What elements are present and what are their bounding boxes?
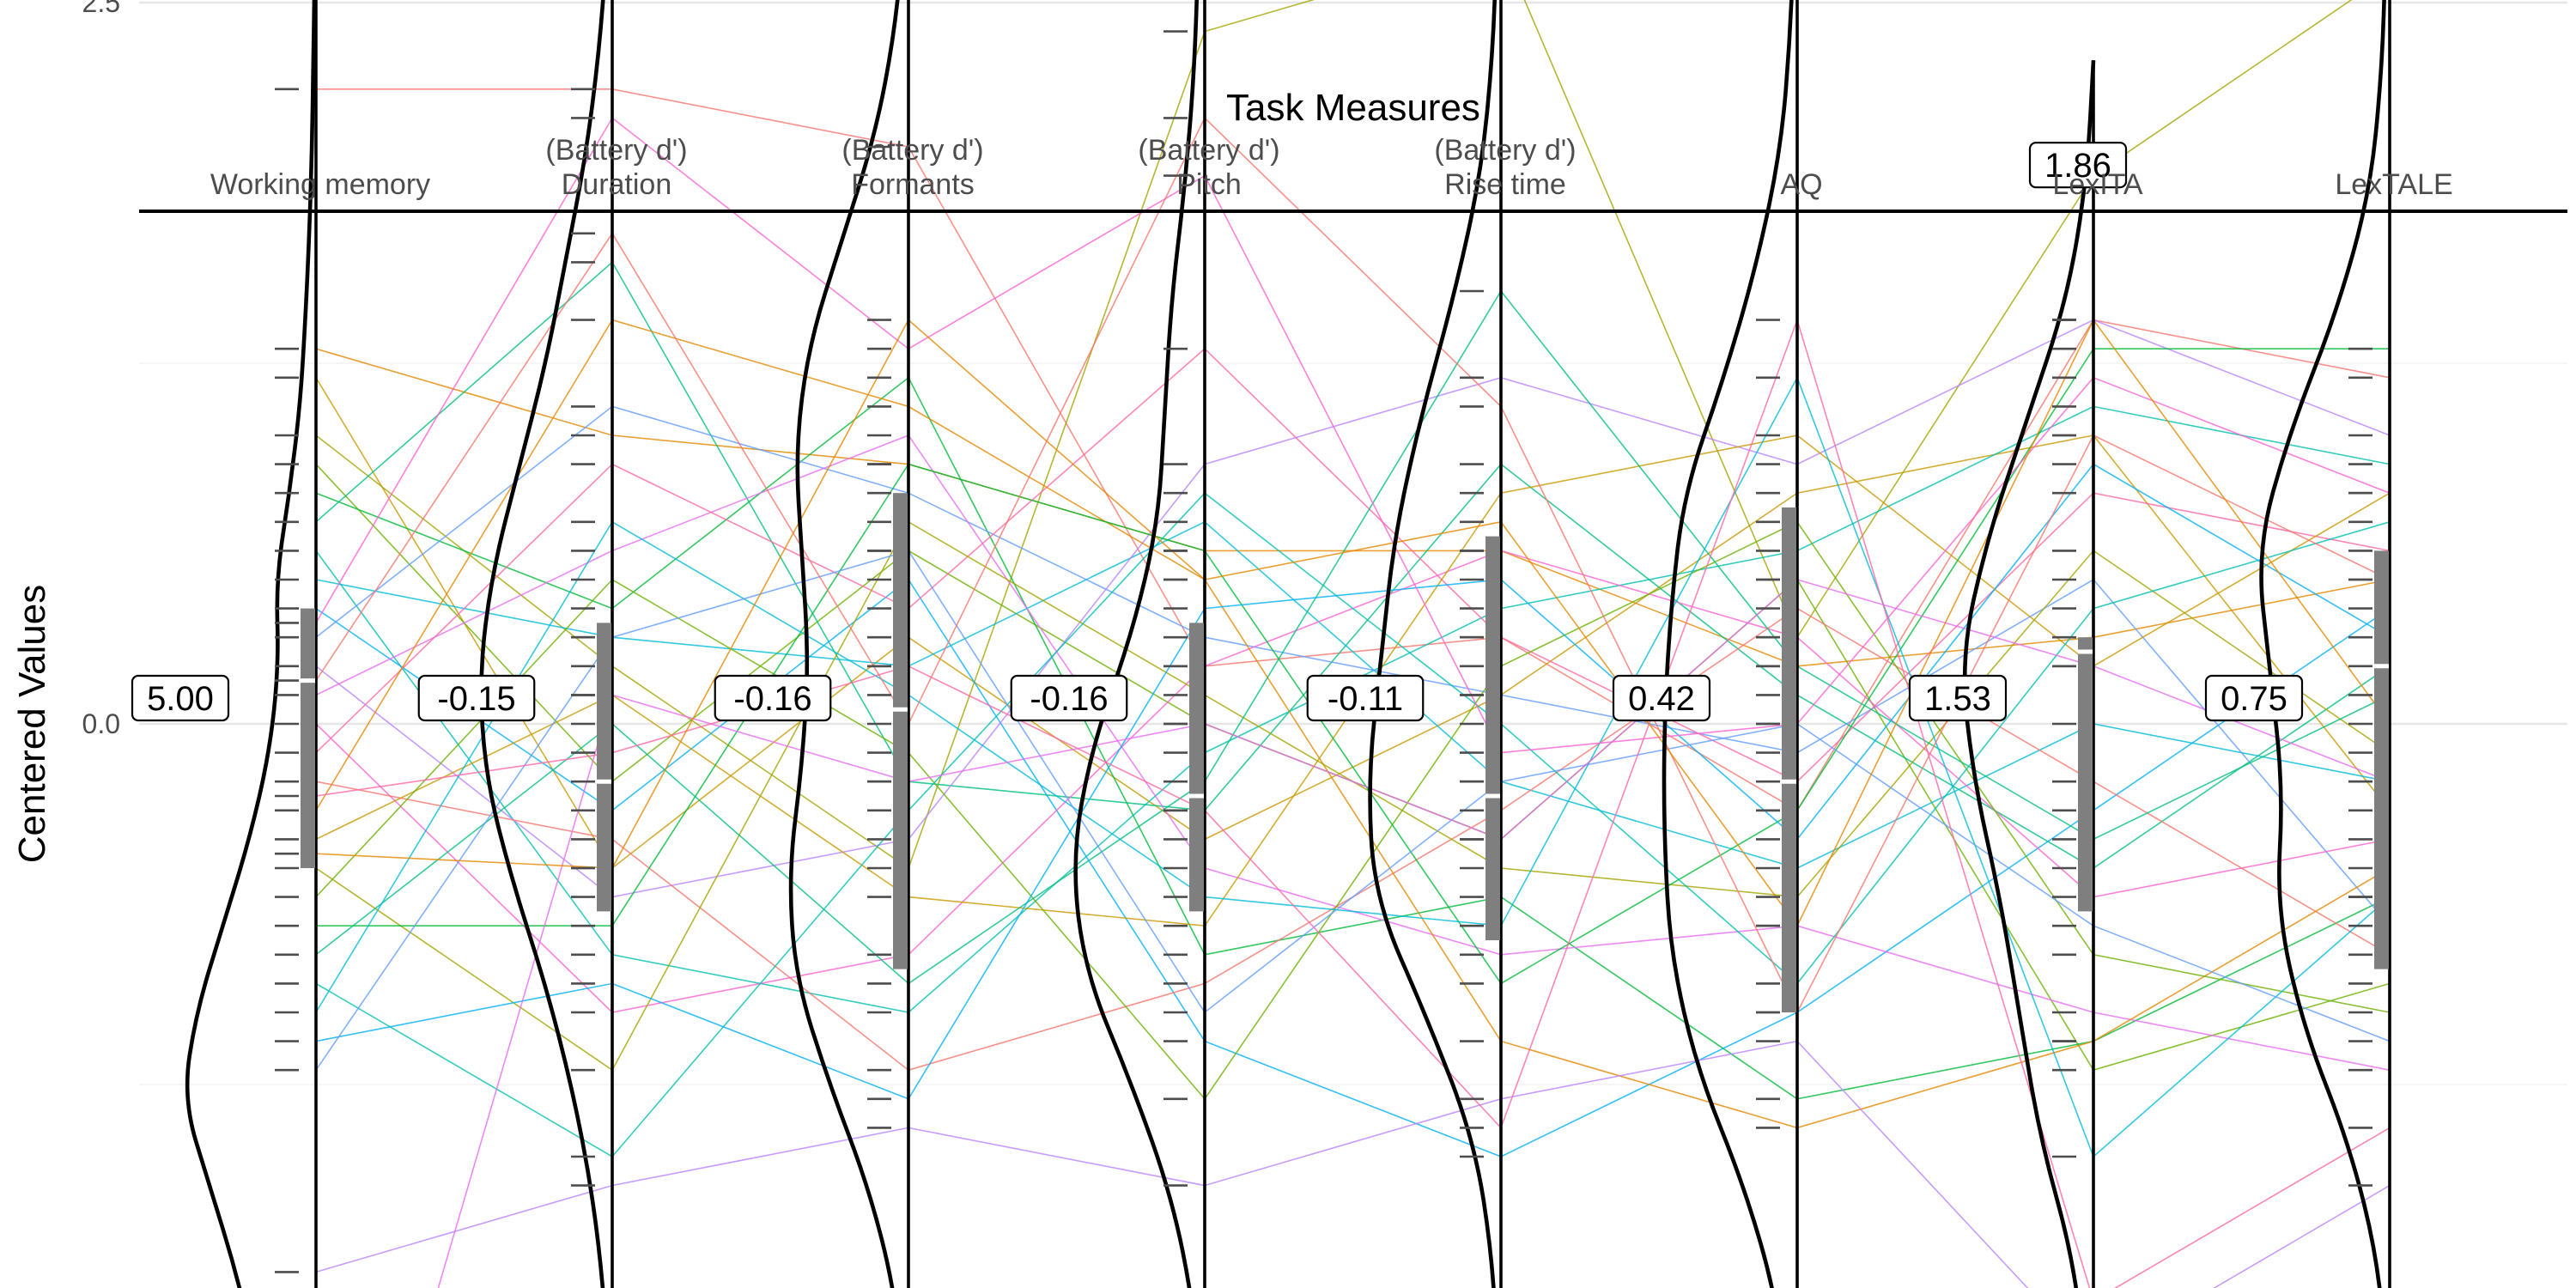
measure-axis-group: [185, 0, 318, 1288]
y-tick-label: 0.0: [82, 708, 120, 739]
iqr-box: [1782, 507, 1796, 1012]
mid-value-label-text: -0.16: [1030, 680, 1108, 718]
axis-category-label: AQ: [1780, 168, 1822, 201]
measure-axis-group: [1073, 0, 1206, 1288]
axis-category-label: LexITA: [2052, 168, 2143, 201]
density-curve: [479, 0, 605, 1288]
participant-line: [315, 520, 2391, 869]
participant-line: [316, 348, 2390, 985]
participant-line: [315, 117, 2391, 754]
mid-value-label-box: [1306, 674, 1425, 722]
chart-title: Task Measures: [1226, 87, 1480, 129]
mid-value-label: -0.11: [1306, 674, 1425, 722]
mid-value-label-box: [417, 674, 536, 722]
top-value-label: 1.86: [2028, 142, 2128, 189]
participant-line: [315, 492, 2391, 1158]
gridlines: [139, 1, 2567, 1288]
density-curve: [185, 0, 317, 1288]
participant-line: [315, 289, 2391, 985]
participant-line: [315, 117, 2391, 1014]
mid-value-label: 5.00: [131, 674, 230, 722]
mid-value-label-text: 1.53: [1924, 680, 1991, 718]
mid-value-label-text: 0.75: [2221, 680, 2287, 718]
mid-value-label: 0.75: [2204, 674, 2304, 722]
axis-subtitle: (Battery d'): [841, 134, 983, 167]
mid-value-label-box: [1908, 674, 2008, 722]
top-value-label-text: 1.86: [2044, 147, 2111, 185]
y-tick-label: 2.5: [82, 0, 120, 18]
iqr-box: [893, 493, 908, 969]
density-curve: [1962, 60, 2096, 1288]
mid-value-label: 1.53: [1908, 674, 2008, 722]
mid-value-label: -0.16: [714, 674, 832, 722]
density-curve: [788, 0, 900, 1288]
participant-line: [315, 348, 2391, 783]
axis-category-label: Formants: [851, 168, 975, 201]
iqr-box: [301, 608, 315, 868]
measure-axis-group: [1368, 0, 1503, 1288]
participant-line: [315, 520, 2391, 1101]
participant-line: [315, 0, 2353, 870]
axis-subtitle: (Battery d'): [1138, 134, 1279, 167]
measure-axis-group: [479, 0, 614, 1288]
participant-line: [315, 376, 2391, 1100]
axis-category-label: LexTALE: [2335, 168, 2452, 201]
participant-line: [315, 319, 2391, 1129]
axis-category-label: Duration: [562, 168, 672, 201]
participant-line: [315, 375, 2391, 1158]
participant-line: [315, 319, 2391, 927]
iqr-box: [597, 623, 611, 912]
mid-value-label-text: -0.15: [437, 680, 515, 718]
mid-value-label-box: [1612, 674, 1711, 722]
mid-value-label-box: [1010, 674, 1128, 722]
participant-line: [437, 579, 2391, 1288]
mid-value-label-box: [2204, 674, 2304, 722]
mid-value-label: 0.42: [1612, 674, 1711, 722]
participant-line: [315, 463, 2391, 1100]
participant-line: [315, 261, 2391, 869]
mid-value-label-text: 0.42: [1628, 680, 1695, 718]
participant-line: [315, 319, 2391, 898]
density-curve: [1073, 0, 1200, 1288]
participant-line: [315, 578, 2391, 1157]
top-value-label-box: [2028, 142, 2128, 189]
participant-line: [315, 318, 2391, 1288]
density-curve: [1368, 0, 1498, 1288]
axis-category-label: Working memory: [210, 168, 430, 201]
chart-text: Task Measures Centered Values 2.50.0-2.5…: [11, 0, 2567, 864]
mid-value-label: -0.15: [417, 674, 536, 722]
participant-line: [315, 1040, 2391, 1288]
measure-axes: [185, 0, 2391, 1288]
iqr-box: [1189, 623, 1204, 912]
mid-value-label-text: -0.11: [1327, 680, 1403, 718]
mid-value-label-box: [131, 674, 230, 722]
density-curve: [2259, 0, 2386, 1288]
axis-category-label: Rise time: [1444, 168, 1566, 201]
mid-value-label: -0.16: [1010, 674, 1128, 722]
mid-value-label-text: 5.00: [147, 680, 214, 718]
density-curve: [1662, 0, 1794, 1288]
iqr-box: [2374, 550, 2389, 969]
measure-axis-group: [788, 0, 910, 1288]
y-axis-label: Centered Values: [11, 585, 53, 864]
measure-axis-group: [2259, 0, 2391, 1288]
participant-lines: [315, 0, 2391, 1288]
axis-subtitle: (Battery d'): [545, 134, 687, 167]
value-labels: 6.732.005.000.12-0.31-0.150.07-0.32-0.16…: [131, 142, 2304, 722]
measure-axis-group: [1962, 60, 2096, 1288]
measure-axis-group: [1662, 0, 1799, 1288]
iqr-box: [1485, 536, 1500, 940]
axis-category-label: Pitch: [1176, 168, 1242, 201]
participant-line: [315, 550, 2391, 1071]
mid-value-label-text: -0.16: [733, 680, 811, 718]
iqr-box: [2078, 637, 2093, 912]
mid-value-label-box: [714, 674, 832, 722]
axis-subtitle: (Battery d'): [1434, 134, 1576, 167]
